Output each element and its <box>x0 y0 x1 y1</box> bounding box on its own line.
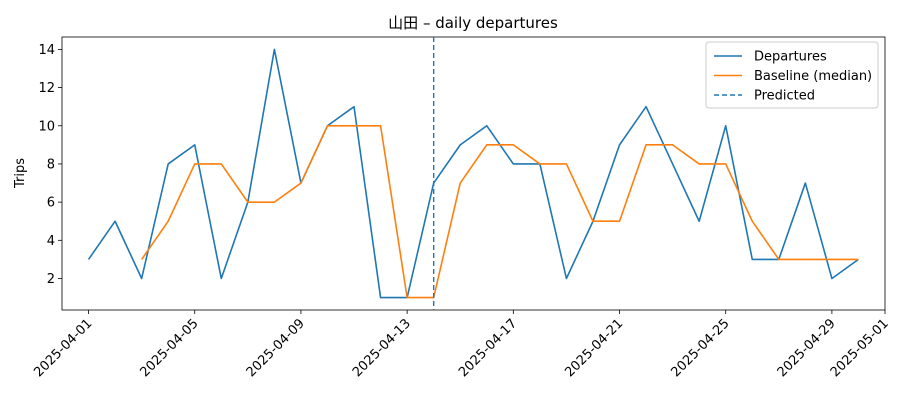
x-tick-label: 2025-04-09 <box>244 316 308 380</box>
plot-frame <box>61 36 886 311</box>
data-point <box>512 162 515 165</box>
data-point <box>698 220 701 223</box>
data-point <box>299 181 302 184</box>
x-tick-label: 2025-04-05 <box>138 316 202 380</box>
data-point <box>273 48 276 51</box>
data-point <box>751 258 754 261</box>
data-point <box>459 143 462 146</box>
data-point <box>220 162 223 165</box>
y-tick-label: 10 <box>38 119 55 134</box>
data-point <box>512 143 515 146</box>
data-point <box>751 220 754 223</box>
x-tick-label: 2025-04-25 <box>669 316 733 380</box>
series-line-departures <box>87 48 859 299</box>
data-point <box>724 162 727 165</box>
data-point <box>220 277 223 280</box>
series-layer <box>87 37 860 310</box>
data-point <box>804 181 807 184</box>
data-point <box>618 220 621 223</box>
data-point <box>193 143 196 146</box>
data-point <box>644 105 647 108</box>
legend-predicted-label: Predicted <box>754 89 815 104</box>
x-tick-label: 2025-04-17 <box>456 316 520 380</box>
data-point <box>167 162 170 165</box>
y-axis-label: Trips <box>13 158 28 189</box>
data-point <box>804 258 807 261</box>
series-line-baseline <box>140 124 859 299</box>
y-tick-label: 6 <box>47 196 55 211</box>
x-tick-label: 2025-04-21 <box>562 316 626 380</box>
data-point <box>326 124 329 127</box>
data-point <box>671 162 674 165</box>
data-point <box>565 277 568 280</box>
data-point <box>644 143 647 146</box>
data-point <box>485 143 488 146</box>
data-point <box>113 220 116 223</box>
x-tick-label: 2025-04-01 <box>31 316 95 380</box>
data-point <box>565 162 568 165</box>
data-point <box>352 105 355 108</box>
data-point <box>724 124 727 127</box>
data-point <box>857 258 860 261</box>
data-point <box>193 162 196 165</box>
data-point <box>352 124 355 127</box>
x-tick-label: 2025-04-13 <box>350 316 414 380</box>
y-tick-label: 12 <box>38 81 55 96</box>
legend-departures-label: Departures <box>754 50 827 65</box>
y-tick-label: 14 <box>38 43 55 58</box>
plot-area <box>61 36 886 311</box>
legend-baseline-label: Baseline (median) <box>754 69 872 84</box>
chart-title: 山田 – daily departures <box>388 14 558 32</box>
data-point <box>273 201 276 204</box>
y-tick-label: 8 <box>47 157 55 172</box>
data-point <box>379 124 382 127</box>
data-point <box>830 258 833 261</box>
data-point <box>777 258 780 261</box>
y-tick-label: 2 <box>47 272 55 287</box>
data-point <box>459 181 462 184</box>
data-point <box>406 296 409 299</box>
y-tick-label: 4 <box>47 234 55 249</box>
data-point <box>379 296 382 299</box>
legend: Departures Baseline (median) Predicted <box>705 41 879 109</box>
data-point <box>485 124 488 127</box>
data-point <box>591 220 594 223</box>
data-point <box>671 143 674 146</box>
data-point <box>618 143 621 146</box>
data-point <box>830 277 833 280</box>
data-point <box>167 220 170 223</box>
data-point <box>698 162 701 165</box>
data-point <box>140 277 143 280</box>
data-point <box>246 201 249 204</box>
data-point <box>140 258 143 261</box>
data-point <box>538 162 541 165</box>
data-point <box>87 258 90 261</box>
legend-box <box>705 41 879 109</box>
